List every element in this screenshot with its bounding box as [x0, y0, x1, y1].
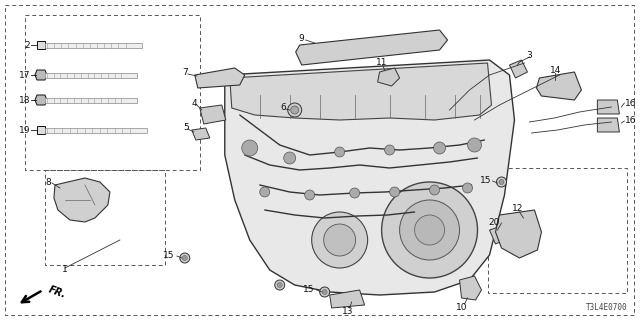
Text: 3: 3: [527, 51, 532, 60]
Circle shape: [182, 255, 188, 260]
Circle shape: [324, 224, 356, 256]
Text: 2: 2: [24, 41, 30, 50]
Circle shape: [288, 103, 301, 117]
Polygon shape: [536, 72, 581, 100]
Bar: [37, 126, 45, 134]
Polygon shape: [597, 118, 620, 132]
Text: 8: 8: [45, 178, 51, 187]
Circle shape: [385, 145, 395, 155]
Circle shape: [322, 290, 327, 294]
Circle shape: [463, 183, 472, 193]
Text: 10: 10: [456, 303, 467, 313]
Bar: [45, 73, 137, 77]
Text: 6: 6: [281, 102, 287, 111]
Polygon shape: [35, 70, 47, 80]
Circle shape: [335, 147, 345, 157]
Text: 7: 7: [182, 68, 188, 76]
Text: T3L4E0700: T3L4E0700: [586, 303, 627, 312]
Bar: [37, 41, 45, 49]
Text: 9: 9: [299, 34, 305, 43]
Circle shape: [468, 138, 481, 152]
Bar: [25, 15, 200, 170]
Circle shape: [429, 185, 440, 195]
Text: 18: 18: [19, 95, 30, 105]
Polygon shape: [200, 105, 226, 124]
Circle shape: [305, 190, 315, 200]
Bar: [45, 170, 165, 265]
Polygon shape: [597, 100, 620, 114]
Circle shape: [433, 142, 445, 154]
Polygon shape: [460, 276, 481, 300]
Circle shape: [284, 152, 296, 164]
Polygon shape: [495, 210, 541, 258]
Text: 1: 1: [62, 266, 68, 275]
Polygon shape: [296, 30, 447, 65]
Text: 11: 11: [376, 58, 387, 67]
Text: 14: 14: [550, 66, 561, 75]
Text: 13: 13: [342, 308, 353, 316]
Text: 16: 16: [625, 99, 637, 108]
Polygon shape: [230, 63, 492, 120]
Text: 12: 12: [512, 204, 523, 212]
Polygon shape: [490, 225, 509, 244]
Circle shape: [312, 212, 367, 268]
Bar: [45, 98, 137, 102]
Circle shape: [277, 283, 282, 287]
Text: 15: 15: [303, 285, 315, 294]
Circle shape: [497, 177, 506, 187]
Polygon shape: [509, 60, 527, 78]
Circle shape: [319, 287, 330, 297]
Circle shape: [390, 187, 399, 197]
Text: 15: 15: [480, 175, 492, 185]
Circle shape: [275, 280, 285, 290]
Circle shape: [242, 140, 258, 156]
Text: FR.: FR.: [47, 284, 67, 300]
Text: 17: 17: [19, 70, 30, 79]
Polygon shape: [330, 290, 365, 308]
Circle shape: [260, 187, 269, 197]
Polygon shape: [225, 60, 515, 295]
Polygon shape: [35, 95, 47, 105]
Circle shape: [180, 253, 190, 263]
Text: 20: 20: [488, 218, 499, 227]
Circle shape: [415, 215, 445, 245]
Text: 16: 16: [625, 116, 637, 124]
Polygon shape: [192, 128, 210, 140]
Circle shape: [349, 188, 360, 198]
Circle shape: [381, 182, 477, 278]
Polygon shape: [54, 178, 110, 222]
Bar: [488, 168, 627, 293]
Text: 19: 19: [19, 125, 30, 134]
Circle shape: [291, 106, 299, 114]
Text: 5: 5: [183, 123, 189, 132]
Text: 4: 4: [192, 99, 198, 108]
Polygon shape: [195, 68, 244, 88]
Text: 15: 15: [163, 252, 175, 260]
Circle shape: [399, 200, 460, 260]
Circle shape: [499, 180, 504, 185]
Polygon shape: [378, 68, 399, 86]
Bar: [45, 127, 147, 132]
Bar: [45, 43, 142, 47]
